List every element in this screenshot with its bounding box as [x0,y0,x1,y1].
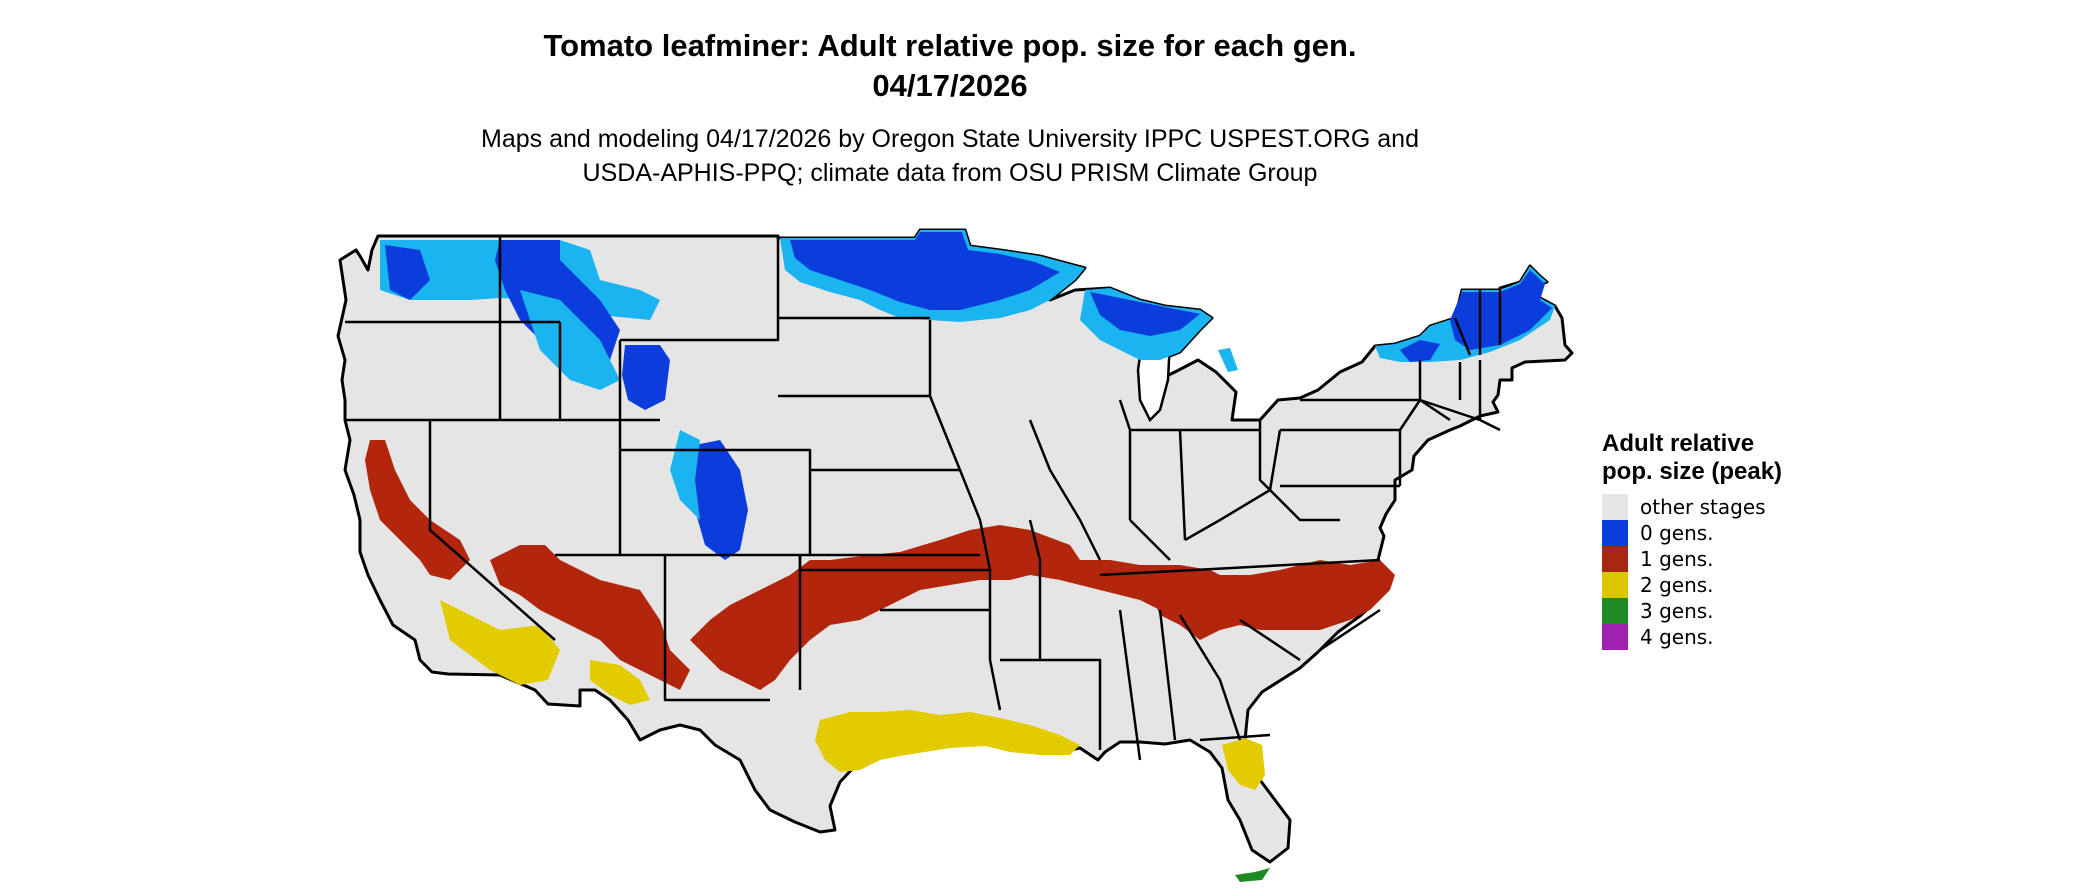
map-title-date: 04/17/2026 [872,68,1028,103]
legend: Adult relative pop. size (peak) other st… [1602,430,1802,650]
legend-label: 1 gens. [1640,547,1714,571]
legend-item-other-stages: other stages [1602,494,1802,520]
map-subtitle-line1: Maps and modeling 04/17/2026 by Oregon S… [481,125,1419,153]
legend-item-3-gens: 3 gens. [1602,598,1802,624]
zone-1-gens [365,440,1395,690]
legend-items: other stages 0 gens. 1 gens. 2 gens. 3 g… [1602,494,1802,650]
legend-item-1-gens: 1 gens. [1602,546,1802,572]
zone-2-gens [440,600,1265,790]
legend-swatch [1602,546,1628,572]
map-subtitle-line2: USDA-APHIS-PPQ; climate data from OSU PR… [582,159,1318,187]
legend-label: 2 gens. [1640,573,1714,597]
legend-swatch [1602,572,1628,598]
legend-label: 4 gens. [1640,625,1714,649]
state-borders [345,236,1502,761]
legend-title: Adult relative pop. size (peak) [1602,430,1783,485]
legend-item-0-gens: 0 gens. [1602,520,1802,546]
legend-swatch [1602,598,1628,624]
legend-item-2-gens: 2 gens. [1602,572,1802,598]
legend-swatch [1602,624,1628,650]
zone-0-gens [380,230,1555,560]
zone-3-gens [1235,868,1270,882]
legend-label: 0 gens. [1640,521,1714,545]
legend-swatch [1602,520,1628,546]
legend-item-4-gens: 4 gens. [1602,624,1802,650]
legend-swatch [1602,494,1628,520]
legend-label: other stages [1640,495,1766,519]
legend-label: 3 gens. [1640,599,1714,623]
map-title-line1: Tomato leafminer: Adult relative pop. si… [543,28,1357,63]
